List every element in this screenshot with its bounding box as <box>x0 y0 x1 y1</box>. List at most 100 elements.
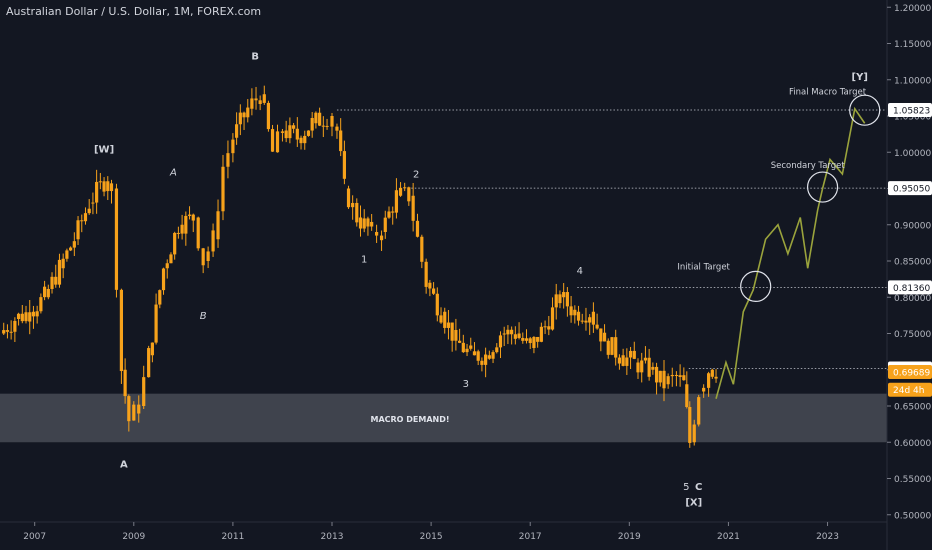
candle-body <box>398 187 403 196</box>
candle-body <box>521 337 525 341</box>
time-tick-label[interactable]: 2021 <box>717 532 740 542</box>
price-tick-label[interactable]: 0.50000 <box>894 511 931 521</box>
candle-body <box>142 377 146 406</box>
candle-body <box>391 211 395 213</box>
price-tick-label[interactable]: 1.05000 <box>894 113 931 123</box>
candle-body <box>147 348 151 378</box>
candle-body <box>196 217 200 249</box>
candle-body <box>450 322 454 341</box>
wave-label: [X] <box>685 497 702 508</box>
candle-body <box>246 107 250 118</box>
time-tick-label[interactable]: 2011 <box>221 532 244 542</box>
candle-body <box>628 350 633 358</box>
price-badge-label: 24d 4h <box>893 386 924 396</box>
candle-body <box>498 335 503 348</box>
candle-body <box>335 126 339 131</box>
candle-body <box>513 334 517 339</box>
demand-zone: MACRO DEMAND! <box>0 393 887 443</box>
candle-body <box>187 214 192 216</box>
candle-body <box>5 330 10 332</box>
time-tick-label[interactable]: 2007 <box>23 532 46 542</box>
candle-body <box>169 254 173 264</box>
wave-label: 2 <box>413 170 419 181</box>
wave-label: C <box>695 482 702 493</box>
projection-line <box>715 106 866 399</box>
candle-body <box>184 215 188 234</box>
candle-body <box>28 312 32 322</box>
candle-body <box>595 324 599 329</box>
time-tick-label[interactable]: 2019 <box>618 532 641 542</box>
candle-body <box>550 307 555 330</box>
candle-body <box>554 294 558 308</box>
candle-body <box>258 100 262 104</box>
candle-body <box>487 355 491 359</box>
price-tick-label[interactable]: 0.65000 <box>894 403 931 413</box>
candle-body <box>446 322 451 328</box>
candle-body <box>250 98 254 109</box>
wave-label: B <box>200 311 207 322</box>
candle-body <box>123 369 127 397</box>
price-tick-label[interactable]: 0.90000 <box>894 221 931 231</box>
candle-body <box>651 366 655 370</box>
candle-body <box>702 387 706 392</box>
price-tick-label[interactable]: 1.00000 <box>894 149 931 159</box>
price-tick-label[interactable]: 0.55000 <box>894 475 931 485</box>
candle-body <box>42 286 47 298</box>
price-tick-label[interactable]: 1.15000 <box>894 40 931 50</box>
time-tick-label[interactable]: 2017 <box>519 532 542 542</box>
time-tick-label[interactable]: 2023 <box>816 532 839 542</box>
candle-body <box>476 351 480 361</box>
candle-body <box>69 247 73 251</box>
price-tick-label[interactable]: 0.75000 <box>894 330 931 340</box>
candle-body <box>231 139 235 154</box>
target-label: Final Macro Target <box>789 87 867 97</box>
candle-body <box>235 124 239 138</box>
candle-body <box>161 268 166 291</box>
candle-body <box>61 258 65 269</box>
candle-body <box>517 333 521 338</box>
price-tick-label[interactable]: 1.10000 <box>894 76 931 86</box>
candle-body <box>632 350 636 359</box>
candle-body <box>299 137 303 144</box>
candle-body <box>9 331 13 333</box>
candle-body <box>180 224 184 234</box>
candle-body <box>484 354 488 365</box>
time-tick-label[interactable]: 2009 <box>122 532 145 542</box>
candle-body <box>454 329 458 341</box>
time-tick-label[interactable]: 2015 <box>420 532 443 542</box>
wave-label: [Y] <box>852 72 868 83</box>
price-badge-label: 0.81360 <box>893 284 930 294</box>
candle-body <box>254 98 258 101</box>
candle-body <box>262 94 266 103</box>
candle-body <box>688 406 692 443</box>
candle-body <box>461 342 465 353</box>
candle-body <box>24 312 28 322</box>
candle-body <box>102 181 106 192</box>
candle-body <box>469 345 473 349</box>
candle-body <box>284 130 288 139</box>
candle-body <box>383 217 387 232</box>
candle-body <box>539 326 543 342</box>
candle-body <box>46 288 50 298</box>
candle-body <box>339 130 343 152</box>
target-label: Secondary Target <box>771 161 846 171</box>
demand-zone-band <box>0 393 887 443</box>
candle-body <box>2 330 6 334</box>
candle-body <box>647 357 651 377</box>
price-badge-label: 0.69689 <box>893 369 930 379</box>
price-tick-label[interactable]: 0.80000 <box>894 294 931 304</box>
candle-body <box>132 404 136 421</box>
price-tick-label[interactable]: 0.60000 <box>894 439 931 449</box>
candle-body <box>420 236 424 262</box>
symbol-title: Australian Dollar / U.S. Dollar, 1M, FOR… <box>6 5 262 18</box>
candle-body <box>591 311 595 325</box>
candle-body <box>314 112 318 124</box>
time-tick-label[interactable]: 2013 <box>321 532 344 542</box>
price-tick-label[interactable]: 1.20000 <box>894 4 931 14</box>
candle-body <box>50 276 54 289</box>
price-tick-label[interactable]: 0.85000 <box>894 258 931 268</box>
candle-body <box>465 348 469 353</box>
wave-label: [W] <box>94 144 114 155</box>
